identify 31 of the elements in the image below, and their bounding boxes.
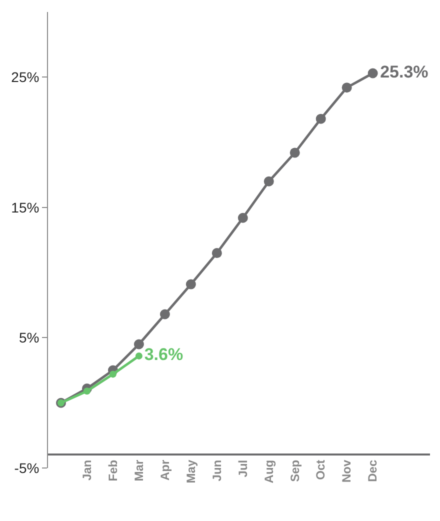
x-tick-label: Aug [262,460,276,484]
point [290,148,300,158]
x-tick-label: Jan [80,460,94,481]
point [368,68,378,78]
point [342,82,352,93]
point [264,176,274,186]
point [238,212,248,223]
x-tick-label: Jun [210,460,224,482]
x-tick-label: Jul [236,460,250,478]
x-tick-label: Mar [132,460,146,482]
y-tick-label: 25% [11,69,40,86]
x-tick-label: Nov [340,460,354,483]
x-tick-label: Apr [158,460,172,481]
data-label: 25.3% [380,62,428,82]
data-label: 3.6% [144,345,184,364]
point [135,352,142,360]
x-tick-label: Oct [314,460,328,480]
x-tick-label: May [184,460,198,484]
point [83,388,90,395]
point [160,309,170,320]
y-tick-label: -5% [14,460,40,476]
point [186,279,196,290]
x-tick-label: Feb [106,460,120,482]
x-tick-label: Dec [366,460,380,482]
point [212,248,222,258]
y-tick-label: 5% [18,330,40,346]
point [109,370,116,378]
x-tick-label: Sep [288,460,302,482]
point [316,114,326,124]
point [134,339,144,350]
y-tick-label: 15% [11,199,40,216]
